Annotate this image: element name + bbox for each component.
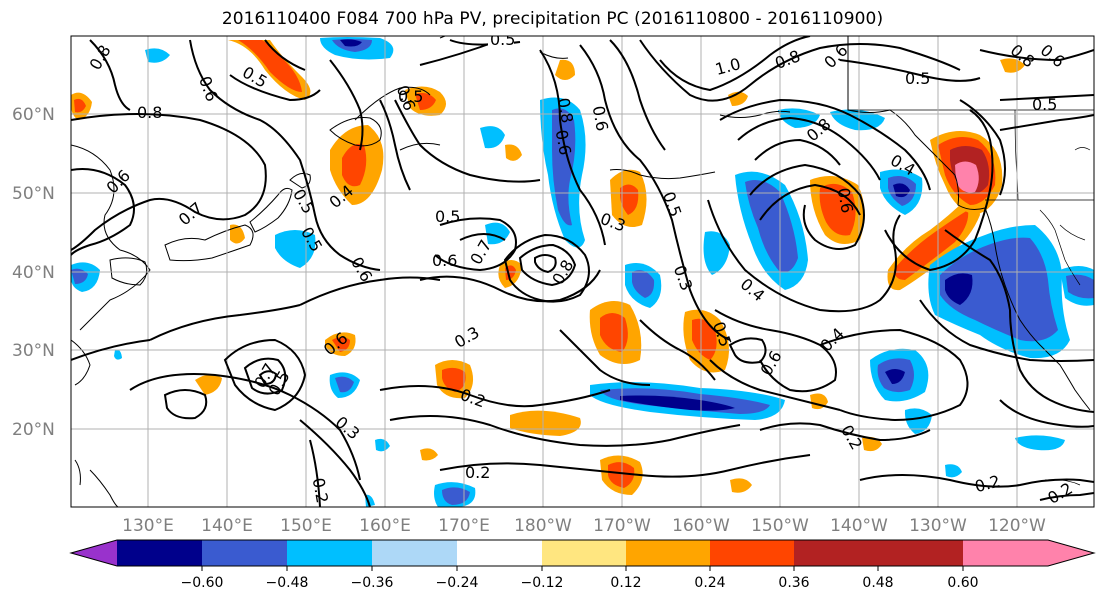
contour-label: 0.5 [1032, 95, 1057, 114]
contour-label: 0.6 [432, 251, 457, 270]
lon-label: 180°W [514, 516, 572, 536]
lon-label: 170°W [593, 516, 651, 536]
colorbar-tick-label: 0.12 [610, 575, 641, 591]
lon-label: 170°E [438, 516, 490, 536]
contour-label: 0.6 [552, 128, 575, 156]
lon-label: 140°E [201, 516, 253, 536]
colorbar-segment [202, 540, 287, 566]
colorbar-segment [710, 540, 794, 566]
colorbar-tick-label: −0.48 [266, 575, 309, 591]
colorbar-segment [963, 540, 1048, 566]
lon-label: 150°E [280, 516, 332, 536]
colorbar-tick-label: −0.12 [521, 575, 564, 591]
coastlines [71, 36, 1094, 507]
colorbar: −0.60 −0.48 −0.36 −0.24 −0.12 0.12 0.24 … [69, 539, 1096, 591]
colorbar-extend-high [1048, 540, 1094, 566]
colorbar-tick-label: −0.36 [351, 575, 394, 591]
colorbar-tick-label: 0.60 [947, 575, 978, 591]
lon-label: 130°E [122, 516, 174, 536]
colorbar-tick-label: 0.24 [694, 575, 725, 591]
lat-label: 60°N [12, 105, 55, 125]
colorbar-segment [287, 540, 372, 566]
lat-label: 30°N [12, 341, 55, 361]
colorbar-tick-label: 0.36 [778, 575, 809, 591]
colorbar-tick-label: −0.60 [181, 575, 224, 591]
contour-label: 0.5 [435, 207, 460, 226]
contour-label: 0.6 [834, 186, 857, 214]
colorbar-segment [117, 540, 202, 566]
lon-label: 140°W [830, 516, 888, 536]
colorbar-segment [626, 540, 710, 566]
lat-label: 40°N [12, 263, 55, 283]
pv-contours [71, 36, 1094, 507]
precip-negative-shading [71, 37, 1094, 507]
map-title: 2016110400 F084 700 hPa PV, precipitatio… [221, 9, 884, 29]
lon-label: 120°W [988, 516, 1046, 536]
lon-label: 150°W [751, 516, 809, 536]
colorbar-segment [794, 540, 878, 566]
colorbar-extend-low [71, 540, 117, 566]
colorbar-outline [69, 539, 1096, 567]
colorbar-segment [542, 540, 626, 566]
colorbar-segment [878, 540, 963, 566]
lon-label: 160°W [672, 516, 730, 536]
colorbar-tick-label: −0.24 [436, 575, 479, 591]
colorbar-segment [372, 540, 457, 566]
colorbar-tick-label: 0.48 [862, 575, 893, 591]
contour-label: 0.8 [554, 96, 577, 124]
lat-axis: 60°N 50°N 40°N 30°N 20°N [12, 105, 55, 440]
contour-label: 0.5 [398, 87, 423, 106]
lon-label: 160°E [359, 516, 411, 536]
lon-label: 130°W [909, 516, 967, 536]
contour-label: 0.5 [905, 69, 930, 88]
contour-label: 0.5 [490, 30, 515, 49]
lat-label: 50°N [12, 184, 55, 204]
lon-axis: 130°E 140°E 150°E 160°E 170°E 180°W 170°… [122, 516, 1046, 536]
contour-label: 0.6 [589, 104, 612, 132]
contour-label: 0.2 [465, 463, 490, 482]
map-frame [70, 35, 1095, 508]
colorbar-segment [457, 540, 542, 566]
lat-label: 20°N [12, 420, 55, 440]
contour-label: 0.8 [137, 103, 162, 122]
contour-label: 0.2 [309, 476, 332, 504]
